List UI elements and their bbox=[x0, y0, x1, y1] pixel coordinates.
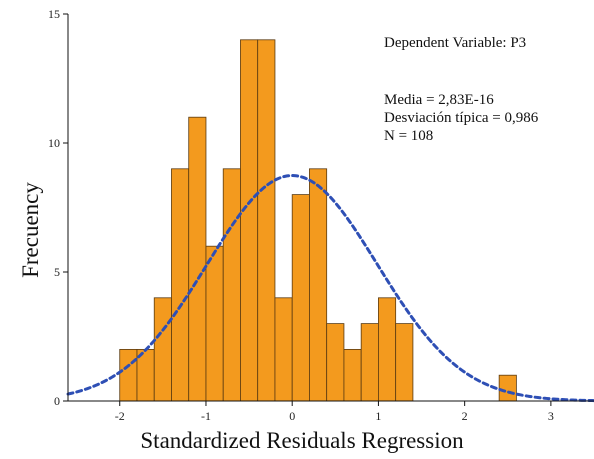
bars-layer bbox=[119, 39, 517, 402]
axes-layer bbox=[67, 14, 594, 402]
y-axis-label: Frecuency bbox=[18, 182, 43, 278]
histogram-bar bbox=[326, 323, 345, 402]
histogram-bar bbox=[498, 374, 517, 402]
histogram-bar bbox=[153, 297, 172, 402]
histogram-bar bbox=[119, 348, 138, 402]
curve-layer bbox=[66, 174, 594, 403]
y-tick-label: 0 bbox=[54, 394, 60, 408]
histogram-bar bbox=[360, 323, 379, 402]
y-tick-label: 10 bbox=[48, 136, 60, 150]
ticks-layer: -2 -1 0 1 2 3 0 5 10 15 bbox=[48, 7, 554, 423]
x-tick-label: 3 bbox=[548, 409, 554, 423]
histogram-bar bbox=[188, 116, 207, 402]
annotation-n: N = 108 bbox=[384, 128, 433, 144]
annotation-std-dev: Desviación típica = 0,986 bbox=[384, 110, 539, 126]
histogram-bar bbox=[171, 168, 190, 402]
y-tick-label: 5 bbox=[54, 265, 60, 279]
x-tick-label: 2 bbox=[462, 409, 468, 423]
annotation-dependent-variable: Dependent Variable: P3 bbox=[384, 35, 526, 51]
y-tick-label: 15 bbox=[48, 7, 60, 21]
histogram-bar bbox=[222, 168, 241, 402]
histogram-bar bbox=[257, 39, 276, 402]
histogram-bar bbox=[378, 297, 397, 402]
x-tick-label: -2 bbox=[115, 409, 125, 423]
histogram-bar bbox=[240, 39, 259, 402]
x-tick-label: -1 bbox=[201, 409, 211, 423]
histogram-bar bbox=[274, 297, 293, 402]
x-tick-label: 0 bbox=[289, 409, 295, 423]
histogram-bar bbox=[309, 168, 328, 402]
annotation-mean: Media = 2,83E-16 bbox=[384, 92, 494, 108]
histogram-bar bbox=[395, 323, 414, 402]
x-tick-label: 1 bbox=[375, 409, 381, 423]
normal-curve bbox=[66, 174, 594, 403]
x-axis-label: Standardized Residuals Regression bbox=[140, 428, 464, 453]
histogram-bar bbox=[205, 245, 224, 402]
histogram-bar bbox=[343, 348, 362, 402]
histogram-bar bbox=[291, 194, 310, 402]
